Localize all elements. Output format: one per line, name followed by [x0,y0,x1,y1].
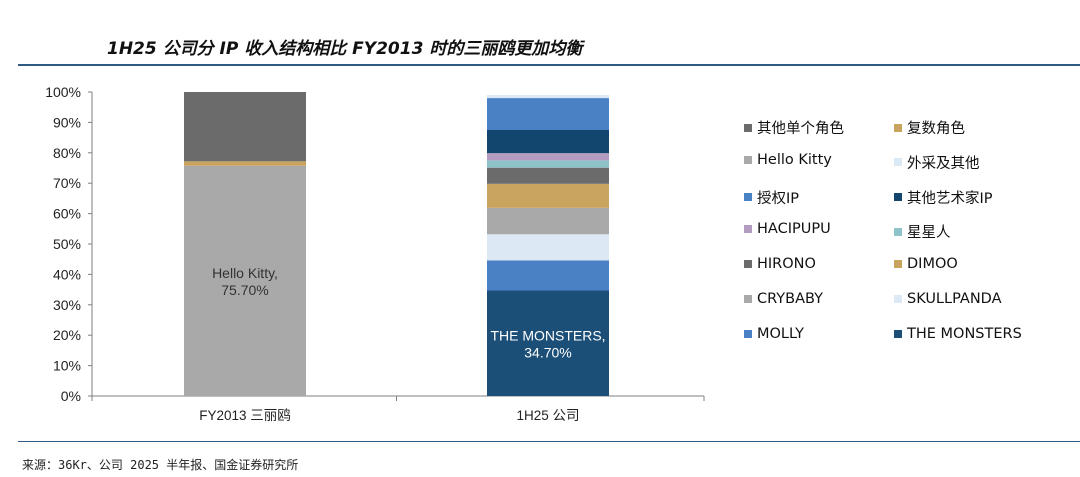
bar-segment-其他艺术家ip [487,130,609,154]
y-tick-label: 60% [53,206,81,222]
legend-swatch [744,193,752,202]
bar-segment-hacipupu [487,153,609,161]
x-tick-label: FY2013 三丽鸥 [199,407,291,423]
legend-label: 其他单个角色 [757,121,844,137]
bar-segment-授权ip [487,98,609,130]
legend-label: 复数角色 [907,121,965,137]
legend-swatch [744,155,752,164]
legend-label: THE MONSTERS [907,325,1022,342]
data-label: THE MONSTERS, 34.70% [490,327,605,360]
legend-item-dimoo: DIMOO [894,256,958,272]
data-label: Hello Kitty, 75.70% [212,265,278,298]
legend-label: 外采及其他 [907,155,980,172]
legend-swatch [894,227,902,236]
bar-segment-hello-kitty [184,165,306,396]
legend-label: 其他艺术家IP [907,190,993,207]
source-rule [18,441,1080,442]
bar-segment-星星人 [487,160,609,168]
bar-segment-molly [487,260,609,291]
legend-item-其他单个角色: 其他单个角色 [744,117,844,138]
legend-label: MOLLY [757,325,805,342]
legend-label: HACIPUPU [757,221,831,238]
y-tick-label: 0% [61,388,81,404]
legend-swatch [894,329,902,338]
y-tick-label: 10% [53,358,81,374]
y-tick-label: 90% [53,114,81,130]
bar-segment-skullpanda [487,234,609,261]
legend-swatch [744,123,752,132]
legend-item-星星人: 星星人 [894,221,951,242]
legend-item-外采及其他: 外采及其他 [894,152,980,173]
source-note: 来源：36Kr、公司 2025 半年报、国金证券研究所 [22,458,299,472]
bar-segment-复数角色 [184,161,306,166]
legend-swatch [894,295,902,303]
legend-item-其他艺术家ip: 其他艺术家IP [894,187,993,208]
legend-swatch [744,295,752,303]
legend-swatch [894,193,902,202]
y-tick-label: 50% [53,236,81,252]
legend-label: SKULLPANDA [907,291,1002,307]
legend-swatch [744,329,752,338]
legend-item-hello-kitty: Hello Kitty [744,152,832,168]
legend-label: HIRONO [757,256,816,273]
y-tick-label: 30% [53,297,81,313]
y-tick-label: 80% [53,145,81,161]
y-tick-label: 40% [53,266,81,282]
y-tick-label: 100% [45,84,81,100]
bar-segment-dimoo [487,183,609,208]
legend-swatch [894,260,902,269]
bar-segment-其他单个角色 [184,92,306,162]
legend-item-hirono: HIRONO [744,256,816,272]
legend-item-molly: MOLLY [744,326,804,342]
legend-item-crybaby: CRYBABY [744,291,823,307]
bar-segment-外采及其他 [487,95,609,99]
title-rule [18,64,1080,66]
bar-segment-the-monsters [487,290,609,396]
legend-item-hacipupu: HACIPUPU [744,221,831,237]
x-tick-label: 1H25 公司 [516,408,579,423]
legend-label: Hello Kitty [757,151,832,168]
bar-segment-crybaby [487,207,609,235]
legend-swatch [744,260,752,269]
legend-label: 授权IP [757,190,800,207]
y-tick-label: 70% [53,175,81,191]
chart-title: 1H25 公司分 IP 收入结构相比 FY2013 时的三丽鸥更加均衡 [107,39,583,59]
legend-item-授权ip: 授权IP [744,187,799,208]
legend-item-skullpanda: SKULLPANDA [894,291,1002,307]
legend-label: 星星人 [907,225,951,242]
legend-swatch [744,225,752,234]
y-tick-label: 20% [53,327,81,343]
legend-label: CRYBABY [757,291,824,307]
legend-label: DIMOO [907,256,958,273]
bar-segment-hirono [487,167,609,184]
legend-swatch [894,123,902,132]
legend-swatch [894,158,902,167]
legend-item-the-monsters: THE MONSTERS [894,326,1022,342]
legend-item-复数角色: 复数角色 [894,117,965,138]
